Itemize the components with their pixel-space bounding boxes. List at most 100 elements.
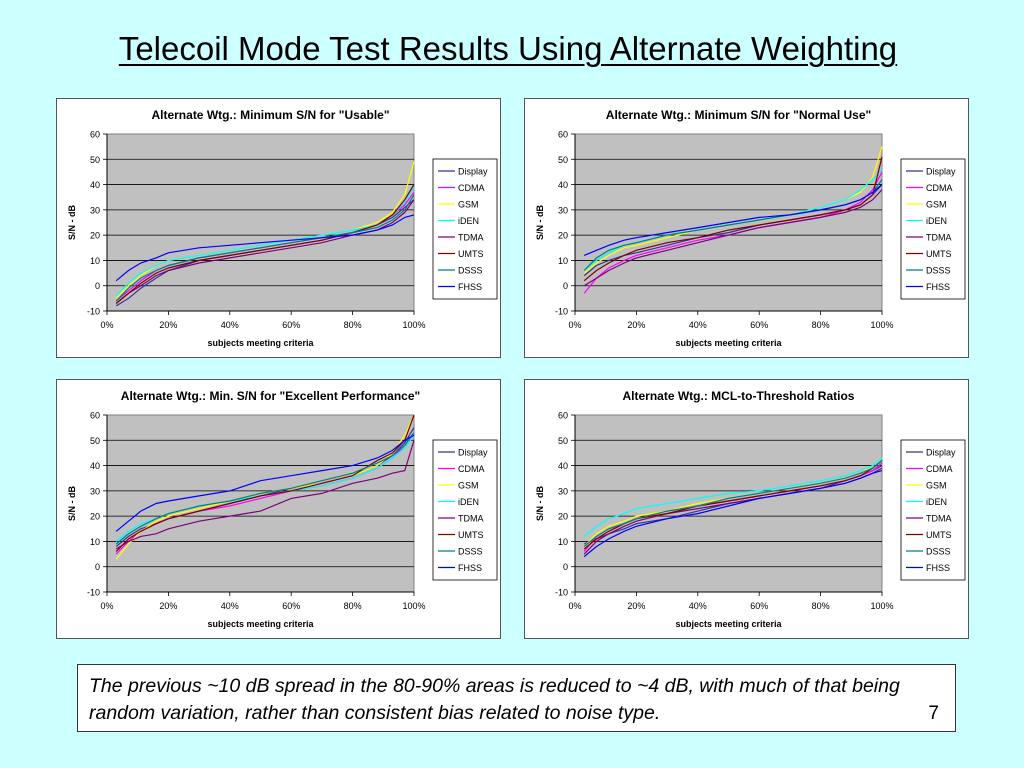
x-tick-label: 20% (159, 320, 177, 330)
legend-label: iDEN (926, 497, 947, 507)
x-tick-label: 80% (812, 601, 830, 611)
page-number: 7 (928, 703, 939, 724)
y-axis-label: S/N - dB (67, 205, 77, 240)
y-tick-label: 30 (558, 205, 568, 215)
y-tick-label: 30 (558, 486, 568, 496)
series-line-tdma (115, 199, 415, 304)
legend-label: CDMA (458, 464, 485, 474)
x-tick-label: 60% (750, 601, 768, 611)
x-tick-label: 20% (627, 601, 645, 611)
legend-label: Display (458, 448, 488, 458)
legend-label: CDMA (458, 183, 485, 193)
y-tick-label: 20 (90, 231, 100, 241)
series-line-umts (115, 414, 415, 552)
legend-label: Display (926, 448, 956, 458)
y-tick-label: 50 (90, 436, 100, 446)
legend (432, 158, 498, 300)
series-line-fhss (583, 184, 883, 256)
series-line-umts (583, 460, 883, 550)
series-line-iden (583, 457, 883, 537)
series-line-umts (115, 184, 415, 304)
legend-label: Display (926, 167, 956, 177)
chart-usable: Alternate Wtg.: Minimum S/N for "Usable"… (56, 98, 501, 358)
chart-title: Alternate Wtg.: Minimum S/N for "Normal … (606, 108, 871, 122)
y-tick-label: 30 (90, 486, 100, 496)
legend (900, 439, 966, 581)
note-box: The previous ~10 dB spread in the 80-90%… (77, 664, 956, 732)
y-tick-label: 40 (90, 180, 100, 190)
legend-label: TDMA (458, 233, 484, 243)
legend (900, 158, 966, 300)
series-line-tdma (583, 189, 883, 287)
legend-label: GSM (458, 481, 479, 491)
y-tick-label: 60 (90, 130, 100, 140)
x-tick-label: 20% (159, 601, 177, 611)
legend-label: FHSS (926, 563, 950, 573)
y-axis-label: S/N - dB (535, 486, 545, 521)
chart-svg: Alternate Wtg.: Min. S/N for "Excellent … (67, 389, 498, 629)
legend-label: CDMA (926, 183, 953, 193)
x-tick-label: 80% (812, 320, 830, 330)
x-tick-label: 40% (221, 601, 239, 611)
legend-label: DSSS (926, 266, 951, 276)
chart-title: Alternate Wtg.: MCL-to-Threshold Ratios (623, 389, 855, 403)
y-tick-label: 10 (558, 256, 568, 266)
y-tick-label: 0 (95, 562, 100, 572)
y-tick-label: -10 (87, 307, 100, 317)
legend-label: UMTS (926, 249, 952, 259)
x-axis-label: subjects meeting criteria (675, 338, 782, 348)
series-line-dsss (583, 460, 883, 547)
x-tick-label: 100% (402, 320, 425, 330)
legend (432, 439, 498, 581)
legend-label: DSSS (458, 266, 483, 276)
y-tick-label: 50 (558, 436, 568, 446)
chart-excellent-performance: Alternate Wtg.: Min. S/N for "Excellent … (56, 379, 501, 639)
legend-label: UMTS (458, 530, 484, 540)
series-line-umts (583, 156, 883, 282)
x-tick-label: 20% (627, 320, 645, 330)
legend-label: Display (458, 167, 488, 177)
y-tick-label: 50 (90, 155, 100, 165)
x-axis-label: subjects meeting criteria (207, 338, 314, 348)
legend-label: UMTS (458, 249, 484, 259)
y-tick-label: 0 (563, 562, 568, 572)
y-tick-label: 30 (90, 205, 100, 215)
x-tick-label: 100% (870, 601, 893, 611)
legend-label: FHSS (458, 563, 482, 573)
series-line-fhss (583, 470, 883, 558)
x-tick-label: 0% (568, 320, 581, 330)
series-line-dsss (115, 432, 415, 545)
plot-area (106, 414, 415, 593)
y-tick-label: 10 (90, 256, 100, 266)
x-tick-label: 0% (100, 320, 113, 330)
chart-normal-use: Alternate Wtg.: Minimum S/N for "Normal … (524, 98, 969, 358)
legend-label: GSM (926, 481, 947, 491)
y-tick-label: 40 (558, 180, 568, 190)
y-axis-label: S/N - dB (67, 486, 77, 521)
chart-svg: Alternate Wtg.: Minimum S/N for "Usable"… (67, 108, 498, 348)
x-tick-label: 40% (689, 320, 707, 330)
legend-label: iDEN (926, 216, 947, 226)
x-tick-label: 60% (282, 320, 300, 330)
y-axis-label: S/N - dB (535, 205, 545, 240)
x-tick-label: 60% (282, 601, 300, 611)
x-tick-label: 60% (750, 320, 768, 330)
plot-area (106, 133, 415, 312)
x-tick-label: 80% (344, 320, 362, 330)
x-tick-label: 0% (100, 601, 113, 611)
x-tick-label: 40% (689, 601, 707, 611)
legend-label: DSSS (926, 547, 951, 557)
y-tick-label: 20 (558, 231, 568, 241)
x-tick-label: 40% (221, 320, 239, 330)
y-tick-label: 0 (563, 281, 568, 291)
legend-label: UMTS (926, 530, 952, 540)
legend-label: DSSS (458, 547, 483, 557)
chart-title: Alternate Wtg.: Minimum S/N for "Usable" (151, 108, 389, 122)
y-tick-label: 60 (558, 411, 568, 421)
legend-label: TDMA (926, 514, 952, 524)
y-tick-label: 10 (90, 537, 100, 547)
legend-label: iDEN (458, 497, 479, 507)
y-tick-label: -10 (555, 307, 568, 317)
y-tick-label: 20 (558, 512, 568, 522)
legend-label: GSM (458, 200, 479, 210)
